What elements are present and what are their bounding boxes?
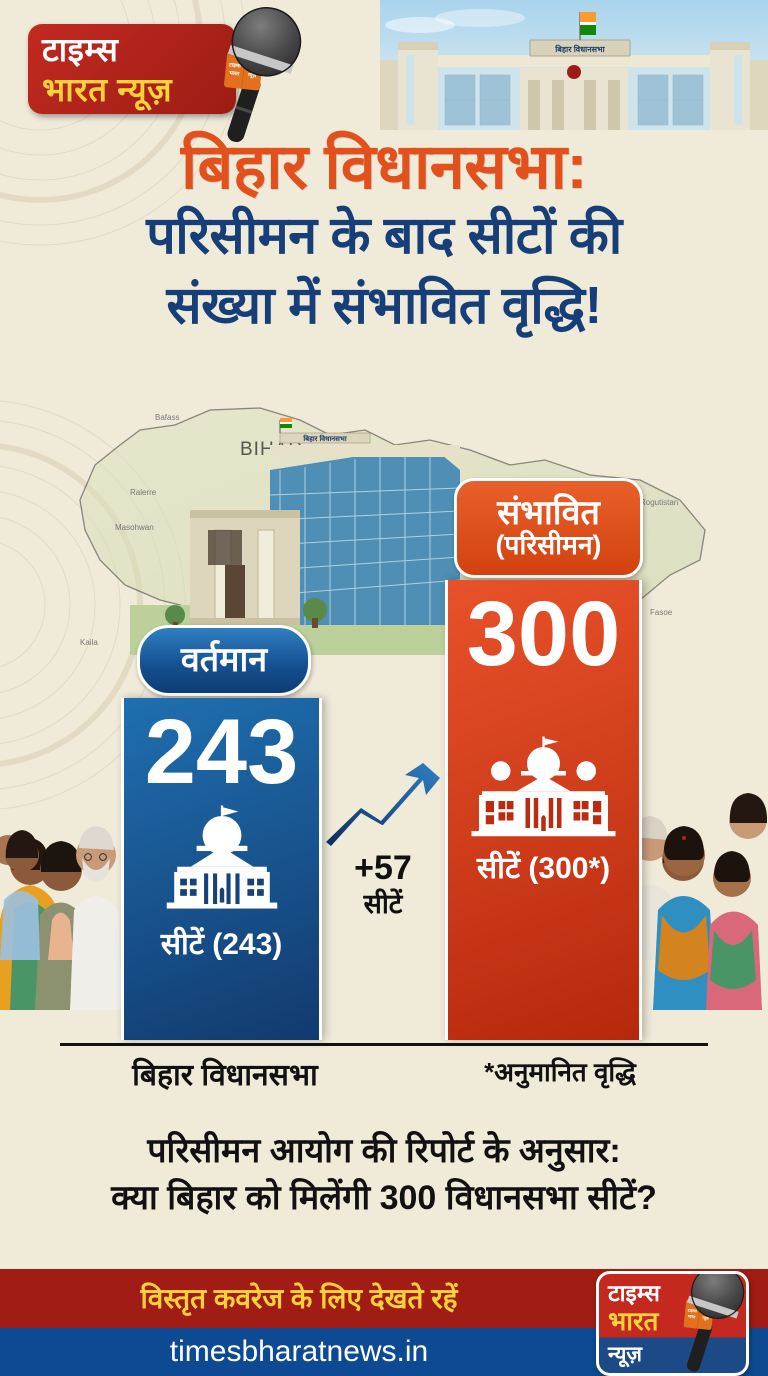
- svg-text:भारत: भारत: [229, 70, 241, 77]
- svg-text:भारत: भारत: [688, 1314, 697, 1320]
- svg-text:बिहार विधानसभा: बिहार विधानसभा: [302, 434, 348, 443]
- svg-text:Kaila: Kaila: [80, 638, 98, 647]
- svg-text:Fasoe: Fasoe: [650, 608, 673, 617]
- svg-text:बिहार विधानसभा: बिहार विधानसभा: [554, 44, 605, 54]
- svg-text:Rogutistan: Rogutistan: [640, 498, 678, 507]
